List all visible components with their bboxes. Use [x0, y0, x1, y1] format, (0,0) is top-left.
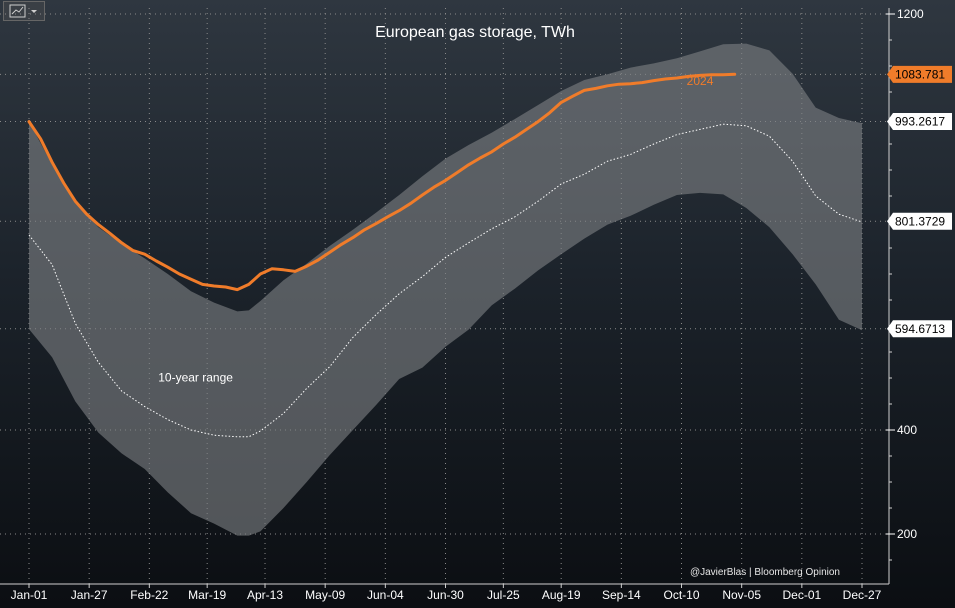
chevron-down-icon [31, 10, 37, 13]
value-tag: 993.2617 [887, 113, 952, 131]
x-tick-label: Aug-19 [542, 588, 581, 602]
series-2024-line [27, 72, 737, 292]
value-tag-box [887, 212, 952, 230]
value-tag-box [887, 320, 952, 338]
range-band-area [29, 43, 862, 536]
credit-text: @JavierBlas | Bloomberg Opinion [690, 567, 840, 578]
x-tick-label: Sep-14 [602, 588, 641, 602]
y-tick-label: 200 [897, 527, 917, 541]
chart-type-button[interactable] [3, 1, 45, 21]
value-tag: 801.3729 [887, 212, 952, 230]
line-chart-icon [9, 4, 37, 18]
x-tick-label: Jun-04 [367, 588, 404, 602]
x-tick-label: Jul-25 [487, 588, 520, 602]
average-line-group [28, 123, 863, 438]
x-tick-label: Feb-22 [130, 588, 168, 602]
x-tick-label: Apr-13 [247, 588, 283, 602]
y-tick-label: 1200 [897, 7, 924, 21]
x-tick-label: Jun-30 [427, 588, 464, 602]
axes: Jan-01 Jan-27 Feb-22 Mar-19 Apr-13 May-09 Jun-… [0, 7, 924, 602]
x-tick-label: Mar-19 [188, 588, 226, 602]
x-tick-label: Jan-01 [11, 588, 48, 602]
annotation-2024: 2024 [687, 74, 714, 88]
value-tag: 1083.781 [887, 65, 952, 83]
range-band [29, 43, 862, 536]
x-tick-label: Nov-05 [722, 588, 761, 602]
x-tick-label: May-09 [305, 588, 345, 602]
x-tick-label: Jan-27 [71, 588, 108, 602]
annotation-10-year-range: 10-year range [158, 371, 233, 385]
value-tag-box [887, 113, 952, 131]
x-tick-label: Dec-01 [782, 588, 821, 602]
chart-title: European gas storage, TWh [375, 24, 575, 41]
value-tags: 1083.781 993.2617 801.3729 594.6713 [887, 65, 952, 338]
value-tag: 594.6713 [887, 320, 952, 338]
value-tag-label: 1083.781 [895, 67, 945, 81]
y-tick-label: 400 [897, 423, 917, 437]
value-tag-label: 594.6713 [895, 322, 945, 336]
series-2024-group [27, 72, 737, 292]
x-tick-label: Oct-10 [664, 588, 700, 602]
value-tag-label: 801.3729 [895, 214, 945, 228]
value-tag-label: 993.2617 [895, 115, 945, 129]
average-line [28, 123, 863, 438]
x-tick-label: Dec-27 [843, 588, 882, 602]
value-tag-box [887, 65, 952, 83]
